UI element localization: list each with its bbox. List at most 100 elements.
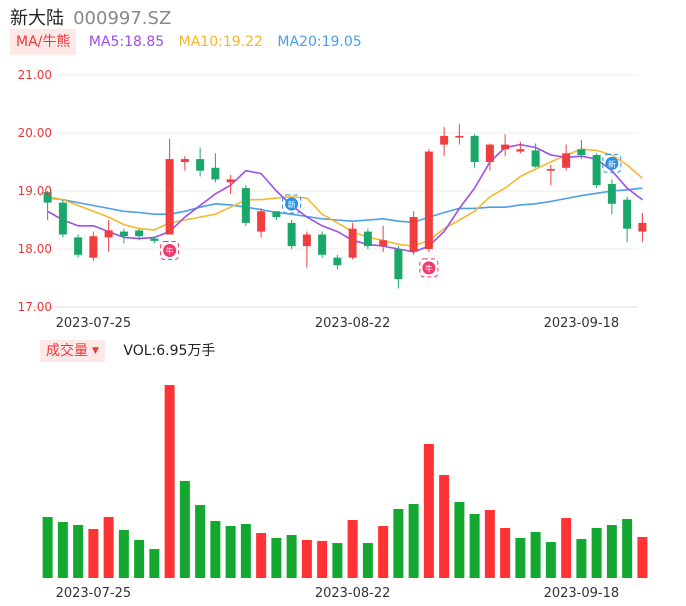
x-tick-label: 2023-09-18 — [544, 316, 620, 331]
candle-body — [196, 159, 205, 171]
candle-body — [379, 240, 388, 247]
candle-body — [241, 188, 250, 223]
bull-icon: 牛 — [425, 263, 433, 273]
new-icon: 新 — [608, 159, 616, 169]
candle-body — [638, 222, 647, 232]
candle-body — [43, 192, 52, 203]
volume-bar — [179, 481, 190, 578]
volume-bar — [439, 475, 450, 578]
marker-frame — [160, 241, 180, 260]
candle-body — [165, 159, 174, 235]
candle-body — [287, 222, 296, 247]
volume-x-tick-label: 2023-07-25 — [56, 586, 132, 601]
ma-legend: MA/牛熊 MA5:18.85 MA10:19.22 MA20:19.05 — [10, 29, 372, 55]
volume-bar — [637, 537, 648, 578]
candle-body — [607, 184, 616, 204]
candle-body — [577, 149, 586, 156]
volume-indicator-label: 成交量 — [46, 343, 88, 359]
candle-body — [592, 155, 601, 186]
x-tick-label: 2023-08-22 — [315, 316, 391, 331]
candle-body — [318, 234, 327, 255]
volume-bar — [515, 538, 526, 578]
marker-frame — [419, 258, 439, 278]
volume-indicator-dropdown[interactable]: 成交量 ▼ — [40, 340, 105, 362]
volume-bar — [88, 529, 99, 578]
candle-body — [180, 159, 189, 162]
candle-body — [394, 249, 403, 280]
y-tick-label: 20.00 — [18, 126, 52, 140]
volume-bar — [423, 444, 434, 578]
volume-bar — [500, 528, 511, 578]
stock-name: 新大陆 — [10, 8, 64, 29]
new-marker: 新 — [602, 153, 622, 173]
ma5-line — [47, 143, 643, 253]
marker-badge — [285, 197, 299, 211]
candle-body — [119, 231, 128, 237]
candle-body — [363, 231, 372, 247]
candle-body — [531, 150, 540, 167]
volume-bar — [195, 505, 206, 578]
bull-icon: 牛 — [166, 246, 174, 256]
volume-bar — [591, 528, 602, 578]
volume-bar — [576, 539, 587, 578]
candle-body — [623, 199, 632, 229]
volume-bar — [73, 525, 84, 578]
volume-bar — [57, 522, 68, 578]
candle-body — [58, 202, 67, 235]
volume-legend: 成交量 ▼ VOL:6.95万手 — [40, 340, 215, 362]
volume-bar — [317, 541, 328, 578]
volume-bar — [42, 517, 53, 578]
volume-bar — [164, 385, 175, 578]
candle-body — [89, 236, 98, 258]
volume-bar — [622, 519, 633, 578]
candle-body — [302, 234, 311, 247]
new-marker: 新 — [282, 194, 302, 214]
candle-body — [470, 135, 479, 162]
volume-bar — [240, 524, 251, 578]
candle-body — [516, 149, 525, 152]
stock-header: 新大陆 000997.SZ — [10, 4, 171, 30]
volume-bar — [347, 520, 358, 578]
volume-bar — [256, 533, 267, 578]
candle-body — [562, 153, 571, 168]
y-tick-label: 19.00 — [18, 184, 52, 198]
volume-bar — [484, 510, 495, 578]
candle-body — [211, 167, 220, 180]
y-tick-label: 17.00 — [18, 300, 52, 314]
candle-body — [226, 179, 235, 183]
volume-bar — [454, 502, 465, 578]
volume-bar — [225, 526, 236, 578]
candle-body — [104, 230, 113, 238]
bull-marker: 牛 — [419, 258, 439, 278]
new-icon: 新 — [288, 200, 296, 210]
candle-body — [257, 211, 266, 232]
volume-bar — [606, 525, 617, 578]
candle-body — [440, 135, 449, 145]
marker-badge — [422, 261, 436, 275]
candle-body — [74, 237, 83, 255]
volume-bar — [530, 532, 541, 578]
ma5-legend: MA5:18.85 — [88, 34, 165, 50]
marker-badge — [605, 156, 619, 170]
candle-body — [348, 228, 357, 258]
volume-value: VOL:6.95万手 — [123, 343, 216, 359]
volume-bar — [118, 530, 129, 578]
candle-body — [546, 168, 555, 171]
marker-badge — [163, 244, 177, 257]
y-tick-label: 21.00 — [18, 68, 52, 82]
volume-bar — [561, 518, 572, 578]
candle-body — [409, 217, 418, 252]
ma10-legend: MA10:19.22 — [178, 34, 263, 50]
volume-bar — [103, 517, 114, 578]
volume-bar — [301, 540, 312, 578]
candle-body — [485, 144, 494, 162]
ma-bull-bear-toggle[interactable]: MA/牛熊 — [10, 29, 77, 55]
volume-bar — [134, 540, 145, 578]
volume-bar — [271, 538, 282, 578]
ma20-legend: MA20:19.05 — [277, 34, 362, 50]
x-tick-label: 2023-07-25 — [56, 316, 132, 331]
volume-bar — [393, 509, 404, 578]
volume-x-tick-label: 2023-08-22 — [315, 586, 391, 601]
candle-body — [135, 230, 144, 237]
